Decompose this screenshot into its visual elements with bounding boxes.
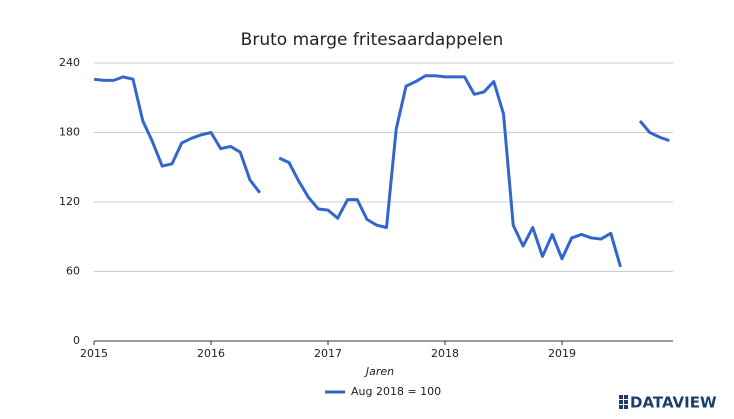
brand-text: DATAVIEW: [630, 394, 717, 412]
series-line: [93, 75, 261, 194]
brand-logo: DATAVIEW: [619, 394, 717, 412]
y-tick-label: 180: [59, 126, 80, 139]
series-line: [278, 74, 622, 268]
chart-title: Bruto marge fritesaardappelen: [241, 30, 504, 50]
series-line: [638, 119, 670, 143]
x-tick-label: 2018: [431, 347, 459, 360]
x-tick-label: 2019: [548, 347, 576, 360]
y-tick-label: 240: [59, 56, 80, 69]
x-tick-label: 2017: [314, 347, 342, 360]
y-tick-label: 120: [59, 195, 80, 208]
legend-label: Aug 2018 = 100: [351, 385, 441, 398]
y-tick-label: 60: [66, 265, 80, 278]
x-tick-label: 2016: [197, 347, 225, 360]
x-axis-label: Jaren: [364, 365, 394, 378]
x-tick-label: 2015: [80, 347, 108, 360]
y-tick-label: 0: [73, 334, 80, 347]
